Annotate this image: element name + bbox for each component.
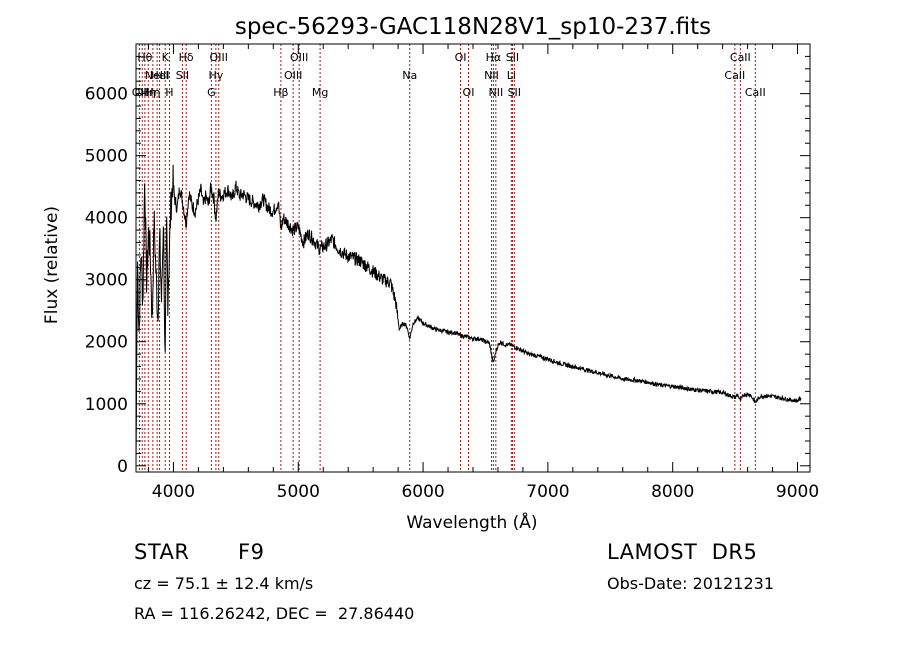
object-subclass: F9 [238, 540, 265, 564]
x-tick-label: 6000 [401, 482, 444, 502]
chart-title: spec-56293-GAC118N28V1_sp10-237.fits [235, 14, 711, 40]
spectral-line-label: OI [455, 51, 467, 64]
y-axis-label: Flux (relative) [42, 206, 62, 324]
spectral-line-label: H [165, 86, 173, 99]
spectral-line-label: CaII [730, 51, 751, 64]
spectrum-chart: spec-56293-GAC118N28V1_sp10-237.fits Flu… [42, 14, 819, 533]
x-tick-label: 9000 [776, 482, 819, 502]
y-tick-label: 6000 [85, 85, 128, 105]
spectral-line-label: SII [506, 51, 519, 64]
observation-date: Obs-Date: 20121231 [607, 574, 775, 593]
spectral-line-label: Hδ [179, 51, 194, 64]
y-tick-label: 3000 [85, 271, 128, 291]
x-axis-label: Wavelength (Å) [406, 511, 537, 533]
spectral-line-label: Mg [312, 86, 328, 99]
y-tick-label: 0 [117, 457, 128, 477]
spectral-line-label: SII [508, 86, 521, 99]
spectral-line-label: CaII [745, 86, 766, 99]
x-tick-label: 8000 [651, 482, 694, 502]
spectral-line-label: Hβ [273, 86, 288, 99]
spectral-line-label: OIII [210, 51, 228, 64]
y-tick-label: 2000 [85, 333, 128, 353]
y-tick-label: 4000 [85, 209, 128, 229]
x-tick-label: 5000 [277, 482, 320, 502]
spectral-line-label: HeI [150, 69, 168, 82]
spectral-line-label: NeIII [145, 69, 170, 82]
spectrum-line [135, 164, 802, 466]
spectral-line-label: Hγ [208, 69, 223, 82]
spectral-line-label: SII [176, 69, 189, 82]
spectral-line-label: K [162, 51, 170, 64]
spectral-line-label: Li [507, 69, 516, 82]
spectral-line-label: Hη [145, 86, 160, 99]
spectral-line-label: Hθ [137, 51, 152, 64]
spectral-line-label: Na [402, 69, 417, 82]
spectral-line-label: OII [135, 86, 150, 99]
spectral-line-label: NII [484, 69, 499, 82]
spectral-line-label: OIII [290, 51, 308, 64]
spectral-line-label: CaII [724, 69, 745, 82]
x-axis-ticks: 4000 5000 6000 7000 8000 9000 [147, 44, 819, 502]
spectral-line-markers [138, 44, 756, 472]
x-tick-label: 4000 [152, 482, 195, 502]
data-release: LAMOST DR5 [607, 540, 758, 564]
y-axis-ticks: 0 1000 2000 3000 4000 5000 6000 [85, 43, 810, 477]
spectral-line-label: Hη [141, 86, 156, 99]
spectral-line-label: G [207, 86, 216, 99]
x-tick-label: 7000 [526, 482, 569, 502]
spectral-line-label: OI [463, 86, 475, 99]
spectral-line-labels: OIIOIIHθHηHηNeIIIHeIKHSIIHδGHγOIIIHβOIII… [132, 51, 766, 99]
redshift-velocity: cz = 75.1 ± 12.4 km/s [134, 574, 314, 593]
spectral-line-label: Hα [486, 51, 502, 64]
spectral-line-label: NII [488, 86, 503, 99]
object-class: STAR [134, 540, 190, 564]
y-tick-label: 5000 [85, 147, 128, 167]
coordinates: RA = 116.26242, DEC = 27.86440 [134, 604, 415, 623]
plot-frame [135, 43, 811, 473]
spectral-line-label: OIII [284, 69, 302, 82]
y-tick-label: 1000 [85, 395, 128, 415]
